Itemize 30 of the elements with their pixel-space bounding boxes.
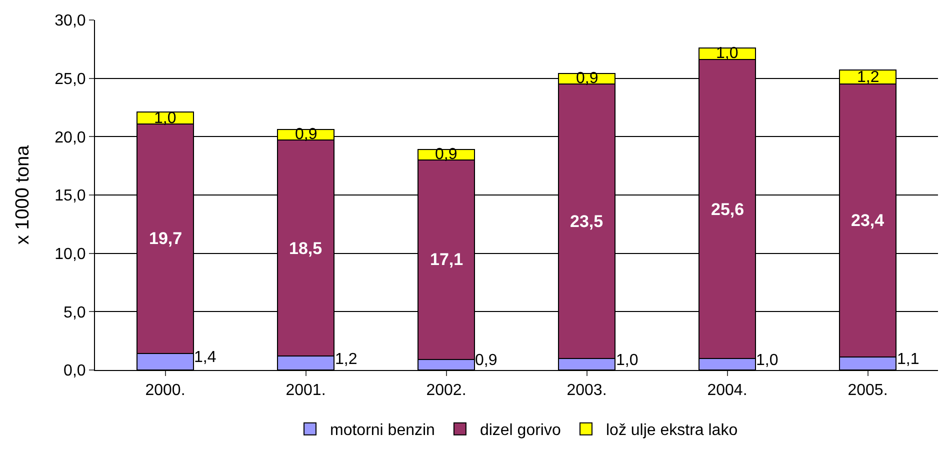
y-tick-label: 25,0 <box>54 70 86 88</box>
legend-label: motorni benzin <box>330 422 435 440</box>
y-tick-label: 0,0 <box>64 362 86 380</box>
x-tick-label: 2002. <box>426 382 466 400</box>
data-label: 25,6 <box>711 200 744 219</box>
data-label: 19,7 <box>149 229 182 248</box>
data-label: 1,0 <box>756 352 778 369</box>
y-tick-label: 5,0 <box>64 304 86 322</box>
y-axis-title: x 1000 tona <box>12 144 34 245</box>
data-label: 0,9 <box>475 352 498 369</box>
y-tick-label: 30,0 <box>54 12 86 30</box>
data-label: 1,2 <box>857 69 880 86</box>
legend-label: dizel gorivo <box>480 422 561 440</box>
y-tick-label: 10,0 <box>54 246 86 263</box>
x-tick-label: 2004. <box>707 382 748 400</box>
x-tick-label: 2000. <box>145 382 186 400</box>
legend-label: lož ulje ekstra lako <box>606 422 738 440</box>
x-tick-label: 2005. <box>848 382 888 400</box>
x-tick-label: 2001. <box>286 382 326 400</box>
y-tick-label: 15,0 <box>54 188 86 205</box>
y-tick-label: 20,0 <box>54 129 86 146</box>
data-label: 1,4 <box>194 349 216 366</box>
data-label: 17,1 <box>430 250 464 269</box>
data-label: 1,0 <box>616 352 638 369</box>
data-label: 23,4 <box>851 211 885 230</box>
x-tick-label: 2003. <box>566 382 607 400</box>
data-label: 18,5 <box>289 239 322 258</box>
data-label: 23,5 <box>570 212 604 231</box>
data-label: 1,2 <box>335 351 358 368</box>
data-label: 1,1 <box>897 351 920 368</box>
